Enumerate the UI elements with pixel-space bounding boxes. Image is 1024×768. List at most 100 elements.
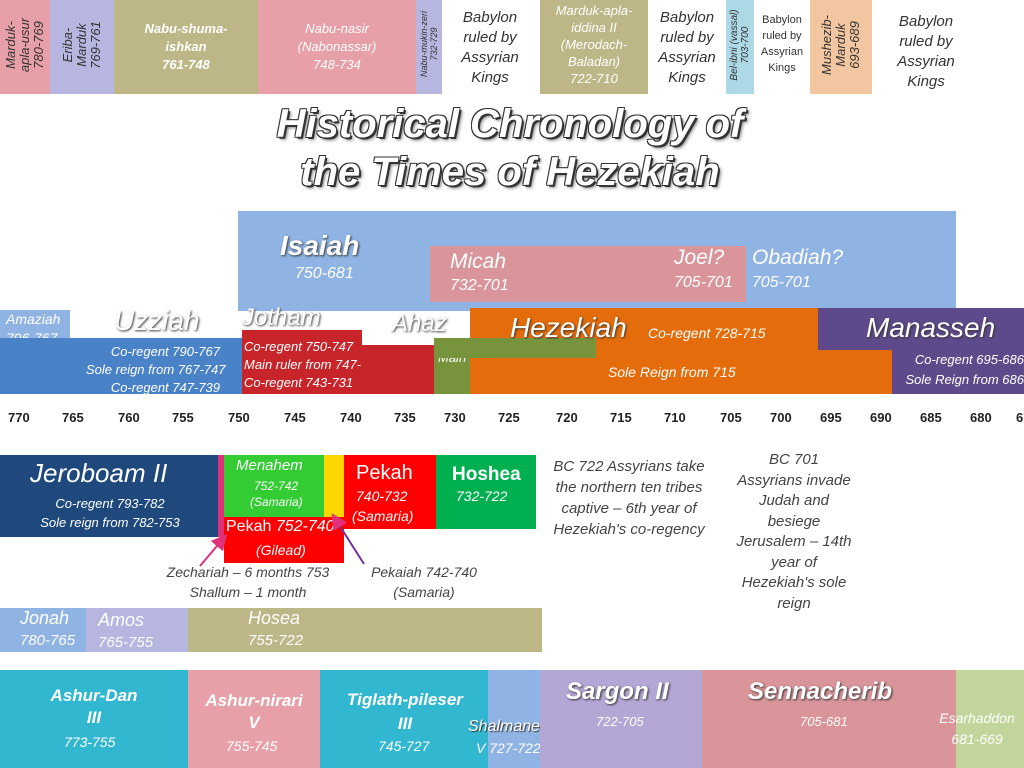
label-line: Assyrian: [658, 49, 716, 66]
jeroboam-detail: Co-regent 793-782 Sole reign from 782-75…: [10, 494, 210, 532]
hezekiah-name: Hezekiah: [510, 312, 627, 343]
detail-line: Sole reign from 767-747: [86, 362, 226, 377]
obadiah-name: Obadiah?: [752, 246, 844, 269]
name-line: Ashur-nirari: [205, 691, 303, 710]
page-title: Historical Chronology of the Times of He…: [200, 100, 820, 196]
hezekiah-coregent: Co-regent 728-715: [648, 325, 766, 341]
amaziah-name: Amaziah: [6, 311, 61, 327]
year-tick: 740: [340, 410, 362, 425]
label-line: ruled by: [660, 29, 714, 46]
note-line: Hezekiah's co-regency: [553, 521, 705, 538]
manasseh-bar: [892, 338, 1024, 394]
esarhaddon-years: 681-669: [951, 731, 1003, 747]
detail-line: Co-regent 750-747: [244, 339, 354, 354]
ashur-nirari-name: Ashur-nirari V: [192, 690, 316, 734]
pekaiah-note: Pekaiah 742-740 (Samaria): [352, 562, 496, 602]
menahem-years: 752-742: [254, 479, 299, 493]
babylon-nabu-shuma-ishkan: Nabu-shuma- ishkan 761-748: [114, 0, 258, 94]
pekah-bar: [344, 455, 436, 529]
shalmaneser-name: Shalmaneser: [468, 718, 563, 735]
label-line: Kings: [907, 73, 945, 90]
pekah-gilead-bar: [224, 517, 344, 563]
pekah-years: 740-732: [356, 488, 408, 504]
babylon-ruled-by-assyria-1: Babylon ruled by Assyrian Kings: [445, 8, 535, 94]
label-line: Baladan): [567, 54, 621, 69]
ashur-dan-years: 773-755: [64, 734, 116, 750]
detail-line: Co-regent 743-731: [244, 375, 354, 390]
babylon-mushezib-marduk: Mushezib- Marduk 693-689: [810, 0, 872, 94]
year-tick: 750: [228, 410, 250, 425]
year-tick: 765: [62, 410, 84, 425]
name-line: III: [86, 708, 102, 727]
name-line: Tiglath-pileser: [347, 690, 463, 709]
label-line: (Nabonassar): [297, 39, 377, 54]
year-tick: 725: [498, 410, 520, 425]
tiglath-pileser-bar: [320, 670, 488, 768]
note-line: (Samaria): [393, 584, 455, 600]
note-line: besiege: [767, 512, 821, 530]
shalmaneser-bar: [488, 670, 540, 768]
shalmaneser-years: V 727-722: [476, 740, 541, 756]
name-line: Ashur-Dan: [50, 686, 138, 705]
jotham-bar: [242, 330, 362, 394]
hezekiah-sole: Sole Reign from 715: [608, 364, 736, 380]
note-line: Shallum – 1 month: [189, 584, 307, 600]
menahem-place: (Samaria): [250, 495, 303, 509]
sargon-name: Sargon II: [566, 678, 669, 705]
joel-name: Joel?: [674, 246, 725, 269]
label-line: Babylon: [462, 9, 518, 26]
detail-line: Sole Reign from 686: [905, 372, 1024, 387]
tiglath-pileser-name: Tiglath-pileser III: [330, 688, 480, 736]
sargon-bar: [540, 670, 702, 768]
detail-line: Co-regent 747-739: [110, 380, 220, 395]
label-line: ishkan: [165, 39, 207, 54]
title-line-2: the Times of Hezekiah: [300, 150, 720, 194]
label-line: iddina II: [571, 20, 617, 35]
micah-name: Micah: [450, 250, 507, 273]
babylon-nabonassar: Nabu-nasir (Nabonassar) 748-734: [258, 0, 416, 94]
babylon-bel-ibni: Bel-ibni (vassal) 703-700: [726, 0, 754, 94]
isaiah-years: 750-681: [295, 265, 354, 282]
ashur-nirari-years: 755-745: [226, 738, 278, 754]
detail-line: Co-regent 790-767: [110, 344, 220, 359]
year-tick: 680: [970, 410, 992, 425]
note-bc-722: BC 722 Assyrians take the northern ten t…: [536, 456, 722, 540]
detail-line: Main ruler from 747-743: [244, 357, 383, 372]
name-line: V: [248, 713, 260, 732]
year-tick: 695: [820, 410, 842, 425]
note-line: captive – 6th year of: [561, 500, 697, 517]
year-tick: 730: [444, 410, 466, 425]
amos-name: Amos: [98, 610, 145, 630]
ashur-dan-name: Ashur-Dan III: [36, 685, 152, 729]
amos-bar: [86, 608, 188, 652]
ahaz-name: Ahaz: [392, 310, 447, 337]
year-tick: 700: [770, 410, 792, 425]
esarhaddon-name: Esarhaddon: [939, 710, 1015, 726]
note-line: reign: [777, 594, 811, 612]
note-line: BC 701: [768, 451, 820, 468]
year-tick: 690: [870, 410, 892, 425]
babylon-ruled-by-assyria-3: Babylon ruled by Assyrian Kings: [754, 12, 810, 94]
label-line: Assyrian: [897, 53, 955, 70]
year-tick: 755: [172, 410, 194, 425]
hoshea-name: Hoshea: [452, 464, 521, 485]
arrow-pekaiah: [331, 513, 365, 565]
menahem-bar: [224, 455, 324, 517]
hoshea-bar: [436, 455, 536, 529]
name-line: III: [397, 714, 413, 733]
label-line: ruled by: [762, 30, 802, 42]
zechariah-shallum-bar: [218, 455, 224, 537]
ashur-dan-bar: [0, 670, 188, 768]
note-line: Assyrians invade: [737, 471, 851, 489]
obadiah-years: 705-701: [752, 274, 811, 291]
year-tick: 770: [8, 410, 30, 425]
label-line: (Merodach-: [560, 37, 628, 52]
babylon-eriba-marduk: Eriba- Marduk 769-761: [50, 0, 114, 94]
label-line: Babylon: [898, 13, 954, 30]
detail-line: Co-regent 793-782: [55, 496, 165, 511]
label-line: ruled by: [899, 33, 953, 50]
pekah-name: Pekah: [356, 462, 413, 484]
sargon-years: 722-705: [596, 714, 644, 729]
hosea-name: Hosea: [248, 608, 301, 628]
